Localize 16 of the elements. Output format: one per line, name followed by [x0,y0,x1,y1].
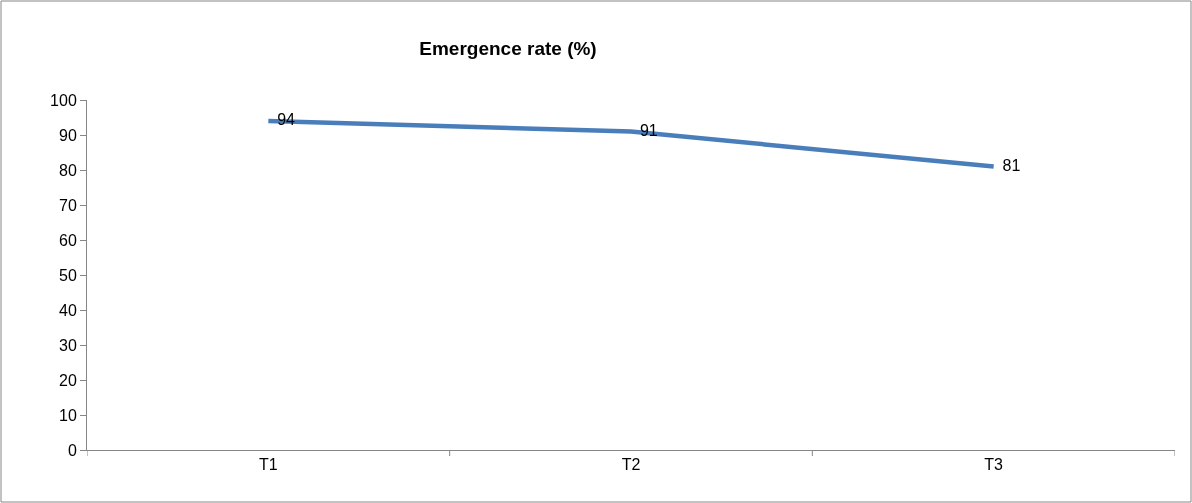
y-tick-label: 30 [59,336,77,354]
x-tick-label: T1 [258,456,278,474]
y-tick-label: 50 [59,266,77,284]
data-label: 81 [993,156,1021,174]
y-tick-label: 80 [59,161,77,179]
y-tick-label: 20 [59,371,77,389]
y-tick-label: 0 [67,441,77,459]
y-tick-label: 90 [59,126,77,144]
y-tick-label: 70 [59,196,77,214]
chart-title: Emergence rate (%) [419,37,597,59]
x-tick-label: T3 [984,456,1004,474]
y-tick-label: 100 [50,91,77,109]
y-tick-label: 60 [59,231,77,249]
y-tick-label: 10 [59,406,77,424]
y-tick-label: 40 [59,301,77,319]
x-tick-label: T2 [621,456,641,474]
